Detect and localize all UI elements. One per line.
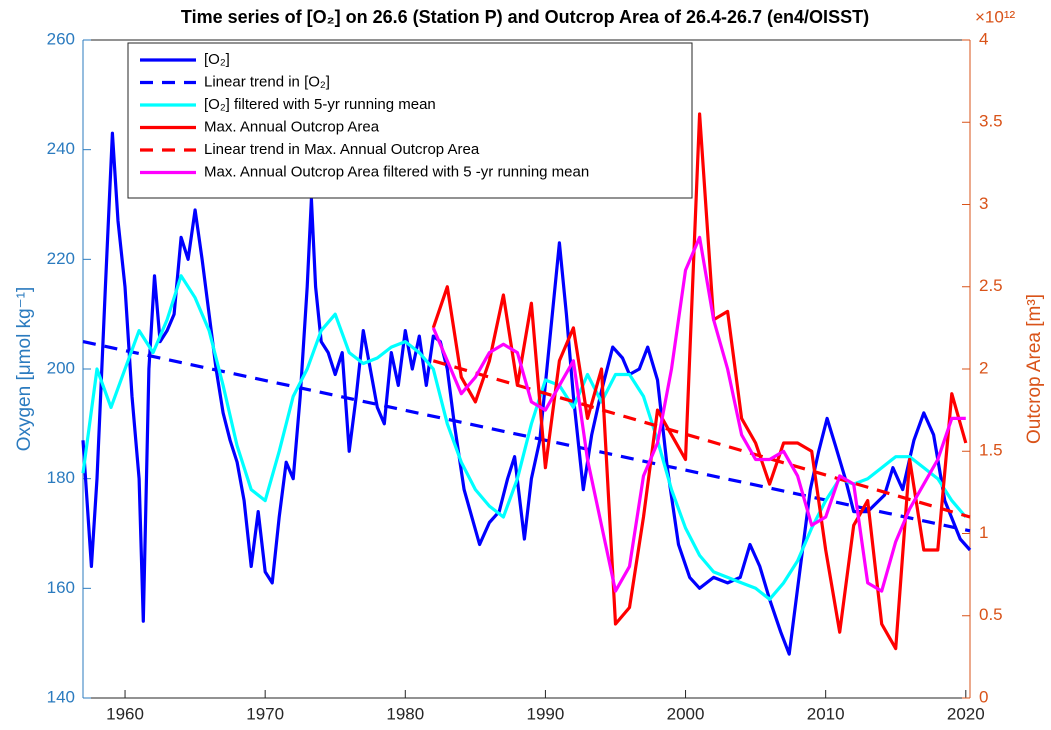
x-tick-label: 2020 <box>947 704 985 723</box>
y-tick-label: 180 <box>47 468 75 487</box>
legend-label: [O₂] <box>204 51 230 68</box>
legend-label: Max. Annual Outcrop Area <box>204 118 380 135</box>
x-tick-label: 1960 <box>106 704 144 723</box>
y-tick-label: 240 <box>47 139 75 158</box>
series-line <box>82 340 971 533</box>
x-tick-label: 2000 <box>667 704 705 723</box>
y-tick-label: 140 <box>47 687 75 706</box>
y2-tick-label: 1.5 <box>979 441 1003 460</box>
legend-box <box>127 42 693 199</box>
series-line <box>431 235 966 593</box>
series-line <box>81 274 968 601</box>
y-tick-label: 260 <box>47 29 75 48</box>
legend-label: [O₂] filtered with 5-yr running mean <box>204 96 436 113</box>
y2-multiplier: ×10¹² <box>975 7 1015 26</box>
legend-label: Max. Annual Outcrop Area filtered with 5… <box>204 163 589 180</box>
series-line <box>81 131 972 656</box>
y-tick-label: 220 <box>47 249 75 268</box>
y2-tick-label: 1 <box>979 523 988 542</box>
y2-tick-label: 2.5 <box>979 276 1003 295</box>
y2-tick-label: 0 <box>979 687 988 706</box>
x-tick-label: 1970 <box>246 704 284 723</box>
x-tick-label: 1980 <box>386 704 424 723</box>
legend-label: Linear trend in [O₂] <box>204 73 330 90</box>
y2-tick-label: 2 <box>979 358 988 377</box>
x-tick-label: 2010 <box>807 704 845 723</box>
y2-axis-label: Outcrop Area [m³] <box>1024 294 1045 444</box>
y2-tick-label: 0.5 <box>979 605 1003 624</box>
legend-label: Linear trend in Max. Annual Outcrop Area <box>204 141 480 158</box>
y-axis-label: Oxygen [μmol kg⁻¹] <box>14 287 35 452</box>
y2-tick-label: 3 <box>979 194 988 213</box>
y-tick-label: 160 <box>47 578 75 597</box>
series-line <box>432 359 971 519</box>
y2-tick-label: 4 <box>979 29 988 48</box>
y2-tick-label: 3.5 <box>979 112 1003 131</box>
series-line <box>431 112 968 651</box>
chart-title: Time series of [O₂] on 26.6 (Station P) … <box>181 7 869 27</box>
x-tick-label: 1990 <box>527 704 565 723</box>
y-tick-label: 200 <box>47 358 75 377</box>
